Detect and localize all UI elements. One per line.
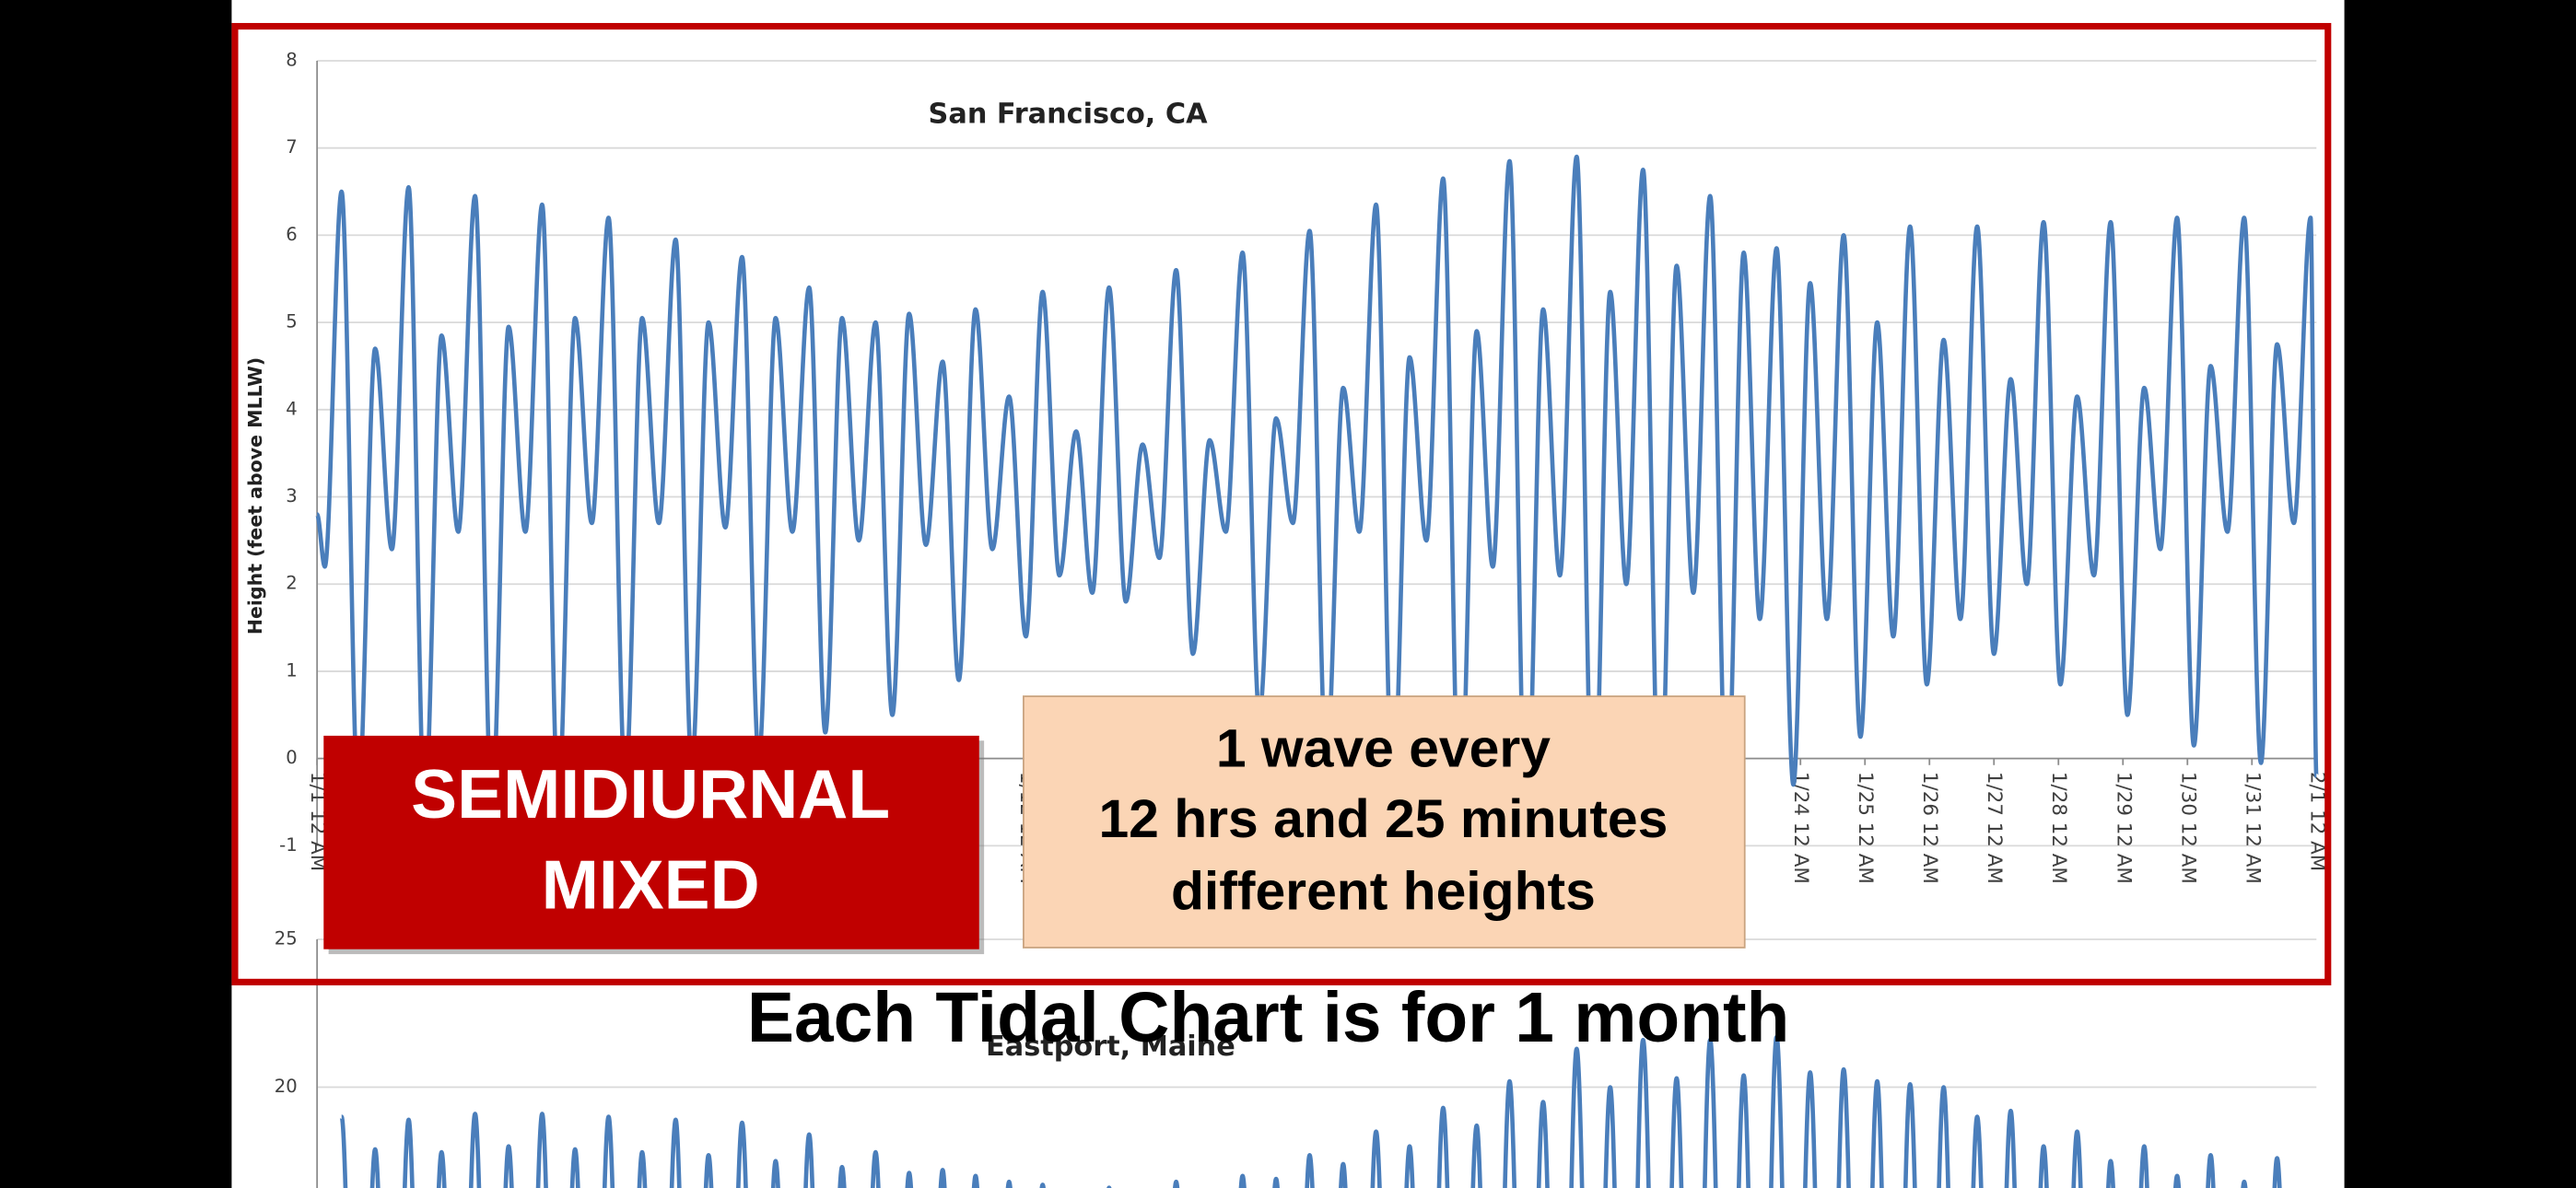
note-line: 1 wave every — [1216, 718, 1551, 778]
caption: Each Tidal Chart is for 1 month — [747, 979, 1790, 1057]
y-tick-label: 25 — [275, 928, 298, 949]
label-line: SEMIDIURNAL — [411, 755, 890, 833]
label-box-bg — [323, 735, 979, 949]
y-tick-label: 8 — [286, 49, 297, 70]
x-tick-label: 1/24 12 AM — [1789, 772, 1812, 884]
y-tick-label: 0 — [286, 747, 297, 768]
note-box: 1 wave every 12 hrs and 25 minutes diffe… — [1023, 695, 1746, 949]
chart-title: Eastport, Maine — [986, 1031, 1235, 1063]
x-tick-label: 1/30 12 AM — [2176, 772, 2199, 884]
y-tick-label: 4 — [286, 398, 297, 419]
y-tick-label: 1 — [286, 659, 297, 681]
note-line: 12 hrs and 25 minutes — [1098, 789, 1668, 849]
chart-title: San Francisco, CA — [929, 98, 1209, 130]
x-tick-label: 1/28 12 AM — [2047, 772, 2070, 884]
tide-line — [339, 1034, 2282, 1188]
y-tick-label: 20 — [275, 1076, 298, 1097]
y-tick-label: 7 — [286, 136, 297, 157]
tide-line — [314, 154, 2319, 848]
note-box-bg — [1023, 695, 1746, 949]
y-axis-label: Height (feet above MLLW) — [244, 357, 266, 635]
slide — [231, 0, 2345, 1188]
label-box: SEMIDIURNAL MIXED — [323, 735, 985, 955]
y-tick-label: 3 — [286, 485, 297, 507]
label-line: MIXED — [542, 845, 760, 923]
y-tick-label: 5 — [286, 311, 297, 332]
highlight-frame — [231, 22, 2332, 985]
note-line: different heights — [1171, 861, 1596, 921]
x-tick-label: 1/26 12 AM — [1918, 772, 1941, 884]
x-tick-label: 1/25 12 AM — [1854, 772, 1877, 884]
x-tick-label: 1/27 12 AM — [1983, 772, 2006, 884]
x-tick-label: 1/31 12 AM — [2241, 772, 2264, 884]
y-tick-label: 6 — [286, 224, 297, 245]
y-tick-label: 2 — [286, 573, 297, 594]
x-tick-label: 1/29 12 AM — [2112, 772, 2135, 884]
y-tick-label: -1 — [279, 834, 298, 856]
x-tick-label: 2/1 12 AM — [2305, 772, 2328, 871]
